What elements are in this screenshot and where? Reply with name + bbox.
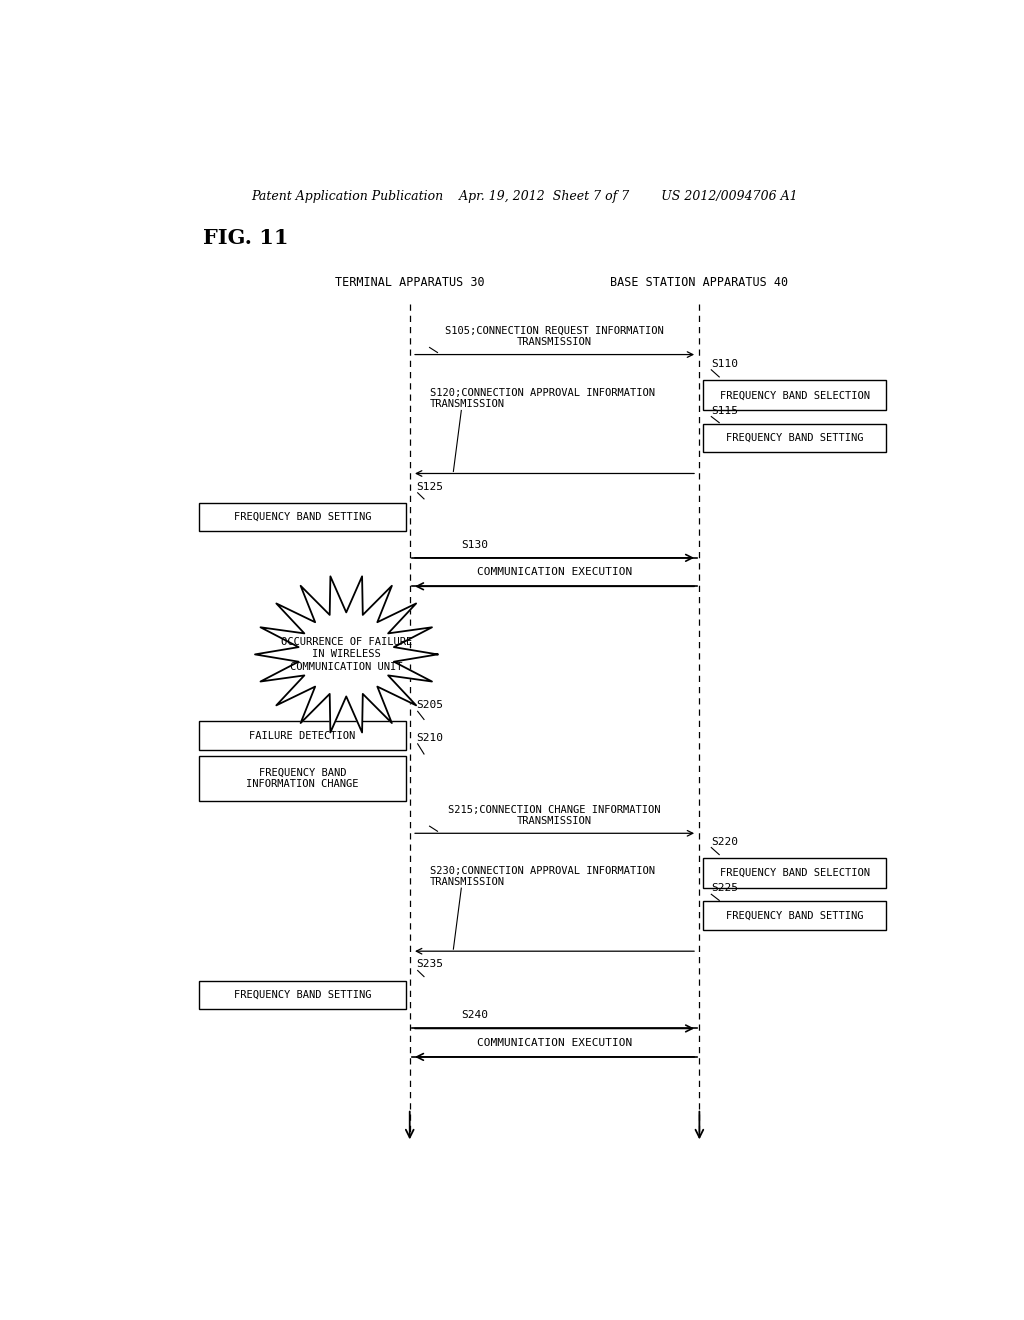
Bar xyxy=(200,503,406,532)
Text: FREQUENCY BAND SETTING: FREQUENCY BAND SETTING xyxy=(233,512,372,523)
Bar xyxy=(703,858,886,888)
Text: BASE STATION APPARATUS 40: BASE STATION APPARATUS 40 xyxy=(610,276,788,289)
Text: OCCURRENCE OF FAILURE
IN WIRELESS
COMMUNICATION UNIT: OCCURRENCE OF FAILURE IN WIRELESS COMMUN… xyxy=(281,638,412,672)
Text: S235: S235 xyxy=(416,960,443,969)
Text: S105;CONNECTION REQUEST INFORMATION
TRANSMISSION: S105;CONNECTION REQUEST INFORMATION TRAN… xyxy=(445,326,664,347)
Text: FAILURE DETECTION: FAILURE DETECTION xyxy=(250,731,355,741)
Text: FREQUENCY BAND SETTING: FREQUENCY BAND SETTING xyxy=(233,990,372,999)
Bar xyxy=(703,380,886,411)
Bar xyxy=(200,756,406,801)
Text: FREQUENCY BAND SETTING: FREQUENCY BAND SETTING xyxy=(726,433,863,444)
Text: S215;CONNECTION CHANGE INFORMATION
TRANSMISSION: S215;CONNECTION CHANGE INFORMATION TRANS… xyxy=(449,805,660,826)
Text: S205: S205 xyxy=(416,701,443,710)
Text: S120;CONNECTION APPROVAL INFORMATION
TRANSMISSION: S120;CONNECTION APPROVAL INFORMATION TRA… xyxy=(430,388,654,409)
Text: S115: S115 xyxy=(712,405,738,416)
Text: S110: S110 xyxy=(712,359,738,368)
Bar xyxy=(200,981,406,1008)
Text: COMMUNICATION EXECUTION: COMMUNICATION EXECUTION xyxy=(477,568,632,577)
Bar xyxy=(703,902,886,929)
Text: S240: S240 xyxy=(461,1010,488,1020)
Text: S225: S225 xyxy=(712,883,738,894)
Text: COMMUNICATION EXECUTION: COMMUNICATION EXECUTION xyxy=(477,1038,632,1048)
Text: FIG. 11: FIG. 11 xyxy=(204,227,289,248)
Text: FREQUENCY BAND SELECTION: FREQUENCY BAND SELECTION xyxy=(720,391,869,400)
Text: S220: S220 xyxy=(712,837,738,846)
Text: S210: S210 xyxy=(416,733,443,743)
Bar xyxy=(703,424,886,453)
Text: S125: S125 xyxy=(416,482,443,492)
Text: S130: S130 xyxy=(461,540,488,549)
Text: FREQUENCY BAND SELECTION: FREQUENCY BAND SELECTION xyxy=(720,869,869,878)
Polygon shape xyxy=(255,577,437,733)
Text: Patent Application Publication    Apr. 19, 2012  Sheet 7 of 7        US 2012/009: Patent Application Publication Apr. 19, … xyxy=(252,190,798,202)
Text: FREQUENCY BAND
INFORMATION CHANGE: FREQUENCY BAND INFORMATION CHANGE xyxy=(247,767,358,789)
Text: TERMINAL APPARATUS 30: TERMINAL APPARATUS 30 xyxy=(335,276,484,289)
Text: FREQUENCY BAND SETTING: FREQUENCY BAND SETTING xyxy=(726,911,863,920)
Bar xyxy=(200,722,406,750)
Text: S230;CONNECTION APPROVAL INFORMATION
TRANSMISSION: S230;CONNECTION APPROVAL INFORMATION TRA… xyxy=(430,866,654,887)
